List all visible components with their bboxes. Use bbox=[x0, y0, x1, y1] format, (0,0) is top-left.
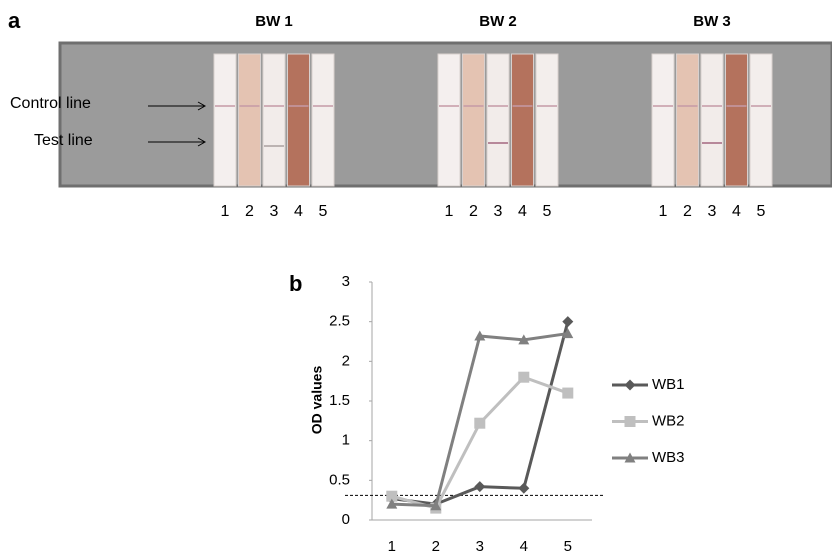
group-title: BW 3 bbox=[693, 13, 731, 30]
marker bbox=[518, 334, 530, 345]
lane-label: 2 bbox=[683, 203, 692, 220]
lane-label: 1 bbox=[221, 203, 230, 220]
legend-label: WB3 bbox=[652, 449, 685, 466]
marker bbox=[386, 490, 398, 502]
y-tick-label: 1 bbox=[342, 432, 350, 449]
lane-label: 5 bbox=[757, 203, 766, 220]
lane-label: 3 bbox=[270, 203, 279, 220]
arrow-head bbox=[197, 101, 207, 111]
group-title: BW 2 bbox=[479, 13, 517, 30]
x-tick-label: 5 bbox=[564, 538, 572, 555]
test-strip bbox=[238, 53, 261, 187]
lane-label: 1 bbox=[445, 203, 454, 220]
y-tick-label: 1.5 bbox=[329, 392, 350, 409]
marker bbox=[624, 379, 636, 391]
marker bbox=[624, 452, 636, 463]
legend-label: WB2 bbox=[652, 412, 685, 429]
marker bbox=[518, 482, 530, 494]
strips: BW 11 2 3 4 5BW 21 2 3 4 5BW 31 2 3 4 5 bbox=[213, 13, 773, 220]
y-tick-label: 3 bbox=[342, 273, 350, 290]
marker bbox=[562, 328, 574, 339]
series-line bbox=[391, 321, 570, 506]
test-strip bbox=[486, 53, 510, 187]
test-strip bbox=[437, 53, 461, 187]
y-tick-label: 0 bbox=[342, 511, 350, 528]
control-line-label: Control line bbox=[10, 95, 91, 112]
marker bbox=[562, 316, 574, 328]
marker bbox=[562, 387, 574, 399]
test-strip bbox=[213, 53, 237, 187]
lane-label: 4 bbox=[518, 203, 527, 220]
test-strip bbox=[287, 53, 310, 187]
lane-label: 5 bbox=[543, 203, 552, 220]
lane-label: 4 bbox=[294, 203, 303, 220]
y-tick-label: 0.5 bbox=[329, 471, 350, 488]
test-line-label: Test line bbox=[34, 132, 93, 149]
y-axis-title: OD values bbox=[309, 366, 325, 435]
test-strip bbox=[511, 53, 534, 187]
lane-label: 2 bbox=[245, 203, 254, 220]
panel-label: a bbox=[8, 8, 21, 33]
legend-label: WB1 bbox=[652, 376, 685, 393]
test-strip bbox=[262, 53, 286, 187]
lane-label: 3 bbox=[494, 203, 503, 220]
x-tick-label: 4 bbox=[520, 538, 528, 555]
marker bbox=[518, 371, 530, 383]
marker bbox=[386, 498, 398, 509]
marker bbox=[474, 330, 486, 341]
lane-label: 1 bbox=[659, 203, 668, 220]
test-strip bbox=[651, 53, 675, 187]
x-tick-label: 2 bbox=[432, 538, 440, 555]
y-tick-label: 2.5 bbox=[329, 313, 350, 330]
marker bbox=[624, 416, 636, 427]
lane-label: 4 bbox=[732, 203, 741, 220]
test-strip bbox=[676, 53, 699, 187]
lane-label: 2 bbox=[469, 203, 478, 220]
lane-label: 5 bbox=[319, 203, 328, 220]
arrow-head bbox=[197, 137, 207, 147]
test-strip bbox=[311, 53, 335, 187]
test-strip bbox=[462, 53, 485, 187]
panel-label: b bbox=[289, 271, 302, 296]
test-strip bbox=[725, 53, 748, 187]
y-tick-label: 2 bbox=[342, 352, 350, 369]
marker bbox=[474, 481, 486, 493]
lane-label: 3 bbox=[708, 203, 717, 220]
marker bbox=[430, 500, 442, 511]
test-strip bbox=[749, 53, 773, 187]
marker bbox=[474, 417, 486, 429]
test-strip bbox=[700, 53, 724, 187]
x-tick-label: 3 bbox=[476, 538, 484, 555]
test-strip bbox=[535, 53, 559, 187]
chart: b OD values 0 0.5 1 1.5 2 2.5 3 1 2 3 4 5 WB1 WB2 WB3 bbox=[289, 271, 685, 555]
group-title: BW 1 bbox=[255, 13, 293, 30]
x-tick-label: 1 bbox=[388, 538, 396, 555]
